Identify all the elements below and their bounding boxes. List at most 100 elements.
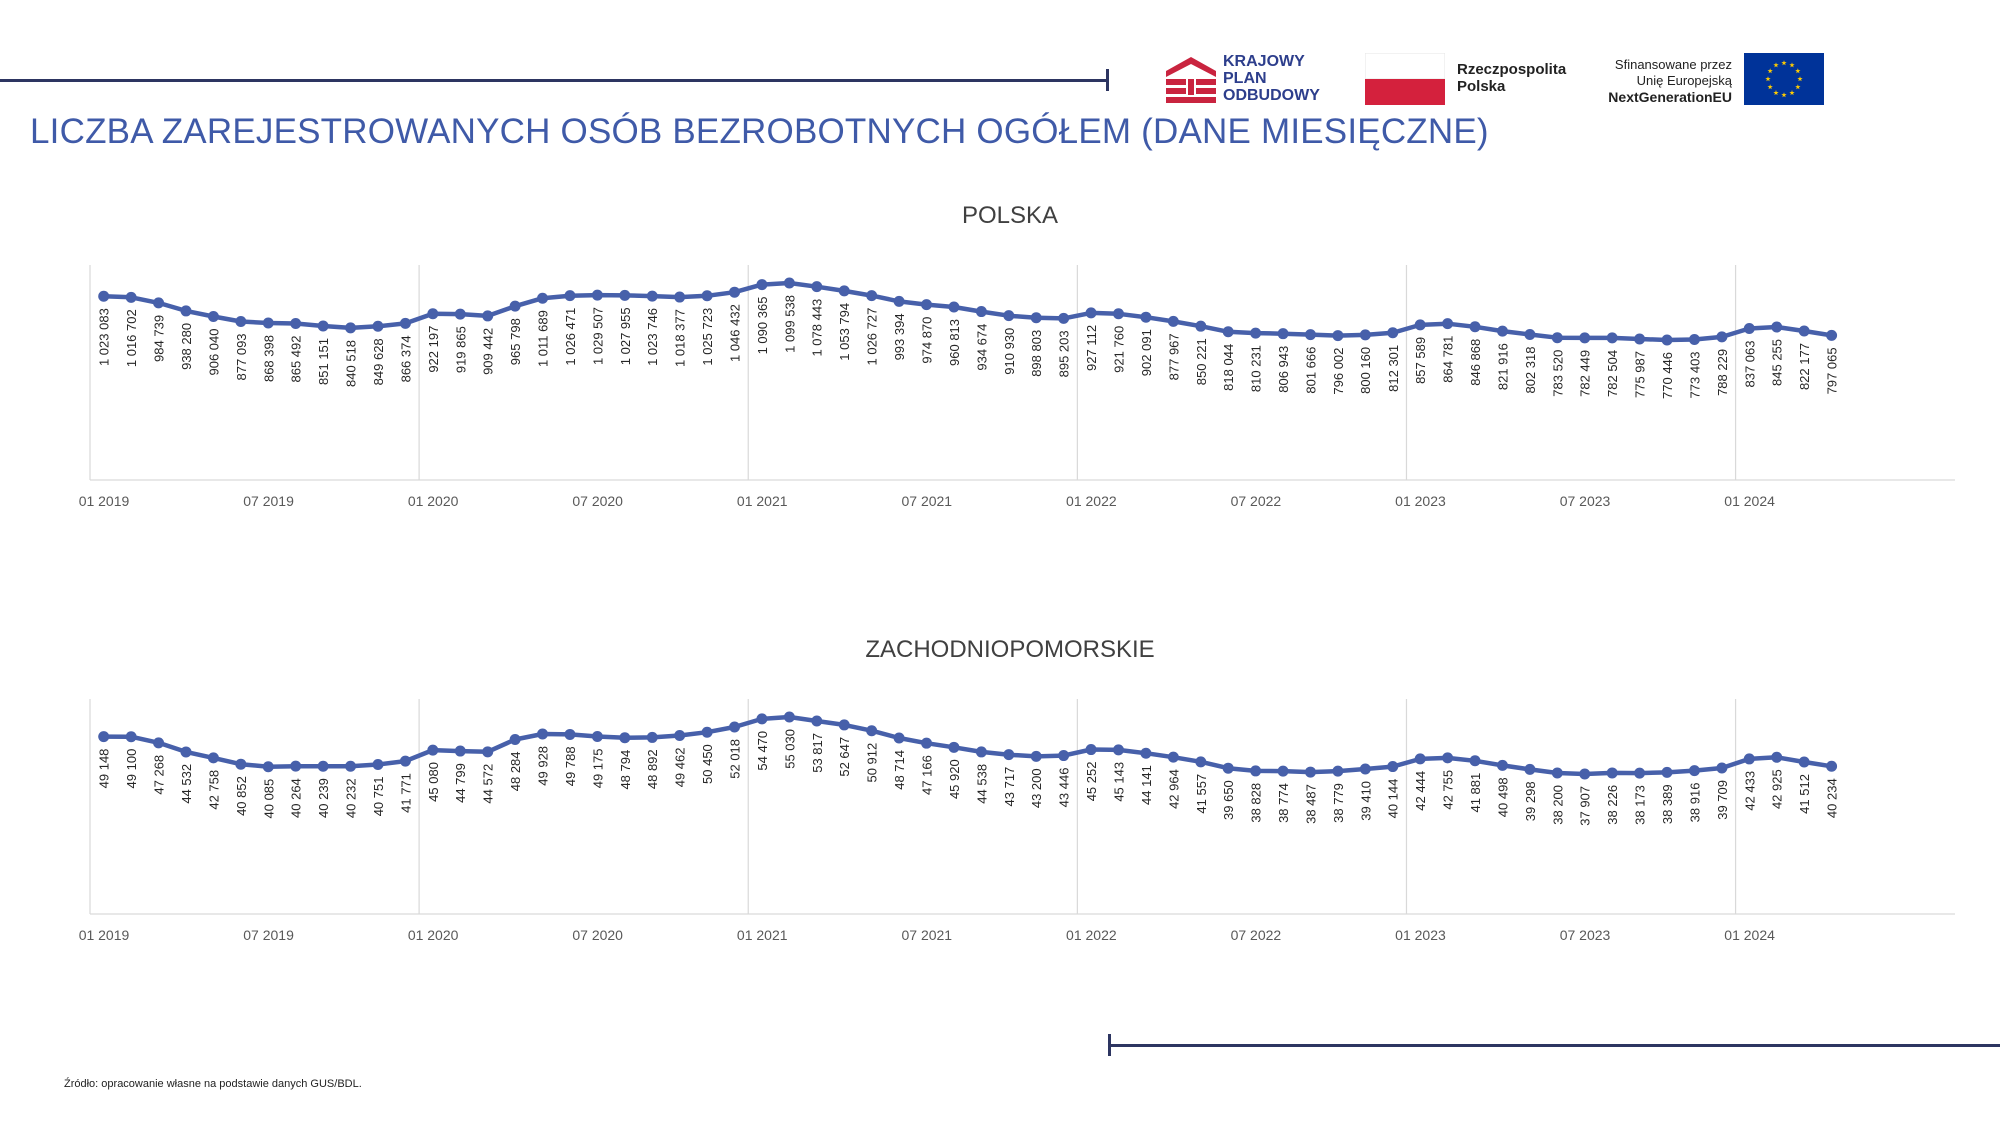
data-point [235,316,247,328]
data-label: 39 410 [1358,781,1373,821]
data-label: 44 141 [1139,765,1154,805]
data-label: 37 907 [1578,786,1593,826]
data-label: 877 967 [1166,333,1181,380]
x-tick-label: 07 2022 [1231,927,1282,943]
data-label: 1 025 723 [700,308,715,366]
data-label: 846 868 [1468,339,1483,386]
data-point [372,320,384,332]
data-label: 984 739 [152,315,167,362]
data-point [1634,767,1646,779]
data-point [1743,753,1755,765]
data-label: 864 781 [1441,336,1456,383]
data-label: 919 865 [453,326,468,373]
eu-star [1773,62,1779,68]
x-tick-label: 07 2019 [243,493,294,509]
data-point [1469,321,1481,333]
data-label: 909 442 [481,328,496,375]
data-label: 818 044 [1221,344,1236,391]
data-label: 851 151 [316,338,331,385]
top-rule-end [1106,69,1109,91]
data-point [1496,325,1508,337]
data-label: 1 016 702 [124,309,139,367]
x-tick-label: 01 2023 [1395,493,1446,509]
data-point [317,320,329,332]
data-label: 770 446 [1660,352,1675,399]
data-label: 40 232 [344,778,359,818]
kpo-logo: KRAJOWY PLAN ODBUDOWY [1166,53,1346,109]
data-point [454,308,466,320]
data-label: 50 450 [700,744,715,784]
data-point [1414,319,1426,331]
data-point [1524,763,1536,775]
data-label: 40 085 [261,779,276,819]
data-label: 40 852 [234,776,249,816]
data-point [948,741,960,753]
rp-logo-text: Rzeczpospolita Polska [1457,61,1566,95]
data-point [317,760,329,772]
data-point [180,305,192,317]
x-tick-label: 01 2023 [1395,927,1446,943]
data-label: 39 650 [1221,780,1236,820]
x-tick-label: 07 2019 [243,927,294,943]
data-label: 1 026 471 [563,308,578,366]
data-label: 857 589 [1413,337,1428,384]
source-note: Źródło: opracowanie własne na podstawie … [64,1078,362,1090]
data-point [1771,751,1783,763]
x-tick-label: 01 2024 [1724,927,1775,943]
data-point [921,737,933,749]
x-tick-label: 01 2021 [737,493,788,509]
data-point [811,281,823,293]
data-point [1058,312,1070,324]
x-tick-label: 01 2022 [1066,493,1117,509]
data-label: 782 449 [1578,350,1593,397]
data-label: 44 799 [453,763,468,803]
data-point [1195,756,1207,768]
data-label: 1 029 507 [590,307,605,365]
data-label: 43 717 [1002,767,1017,807]
data-point [427,308,439,320]
eu-star [1773,90,1779,96]
data-point [1716,331,1728,343]
data-label: 41 512 [1797,774,1812,814]
data-label: 45 920 [947,759,962,799]
data-point [372,759,384,771]
data-point [399,317,411,329]
chart-zachodniopomorskie: ZACHODNIOPOMORSKIE 01 2019 07 2019 01 2020 0… [79,636,1955,943]
x-tick-label: 07 2020 [572,927,623,943]
data-point [729,286,741,298]
data-point [537,292,549,304]
x-tick-label: 01 2019 [79,927,130,943]
data-point [1359,329,1371,341]
data-point [1469,755,1481,767]
data-label: 40 751 [371,777,386,817]
data-point [866,290,878,302]
data-label: 38 487 [1303,784,1318,824]
data-point [1359,763,1371,775]
data-label: 38 779 [1331,783,1346,823]
data-label: 49 148 [97,749,112,789]
data-label: 788 229 [1715,349,1730,396]
series-line [103,280,1832,343]
data-point [537,728,549,740]
data-point [1195,320,1207,332]
data-point [1304,329,1316,341]
data-label: 42 433 [1742,771,1757,811]
data-label: 49 462 [673,748,688,788]
data-label: 54 470 [755,731,770,771]
data-point [125,291,137,303]
data-label: 38 828 [1249,783,1264,823]
data-label: 40 234 [1825,778,1840,818]
data-point [838,285,850,297]
data-point [1250,327,1262,339]
eu-line-2: Unię Europejską [1636,73,1732,88]
data-point [290,760,302,772]
data-label: 1 046 432 [727,304,742,362]
data-label: 850 221 [1194,338,1209,385]
bottom-rule-end [1108,1034,1111,1056]
data-label: 773 403 [1687,351,1702,398]
data-point [1304,766,1316,778]
x-tick-label: 01 2021 [737,927,788,943]
data-point [1524,328,1536,340]
data-point [207,311,219,323]
data-label: 42 755 [1441,770,1456,810]
